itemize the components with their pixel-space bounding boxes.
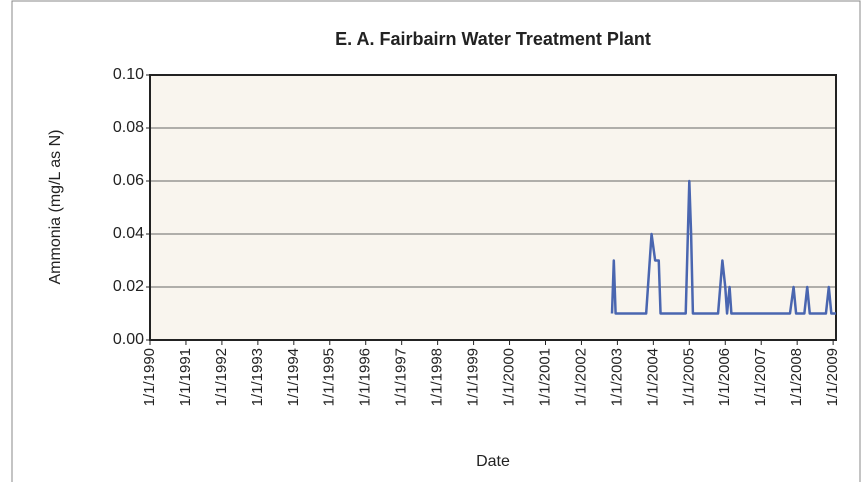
y-tick-label: 0.04 bbox=[113, 225, 144, 242]
chart-title: E. A. Fairbairn Water Treatment Plant bbox=[335, 29, 651, 49]
data-line bbox=[610, 179, 836, 315]
x-axis-label: Date bbox=[476, 453, 510, 470]
x-tick-label: 1/1/2003 bbox=[608, 348, 625, 406]
x-tick-label: 1/1/2005 bbox=[680, 348, 697, 406]
x-tick-label: 1/1/2004 bbox=[644, 348, 661, 406]
x-tick-label: 1/1/1996 bbox=[357, 348, 374, 406]
x-tick-label: 1/1/1992 bbox=[213, 348, 230, 406]
x-tick-label: 1/1/2007 bbox=[752, 348, 769, 406]
x-tick-label: 1/1/1991 bbox=[177, 348, 194, 406]
x-tick-label: 1/1/2006 bbox=[716, 348, 733, 406]
x-tick-label: 1/1/2002 bbox=[572, 348, 589, 406]
y-tick-label: 0.00 bbox=[113, 331, 144, 348]
x-tick-label: 1/1/2009 bbox=[824, 348, 841, 406]
x-tick-label: 1/1/2008 bbox=[788, 348, 805, 406]
y-tick-label: 0.10 bbox=[113, 66, 144, 83]
x-tick-label: 1/1/1999 bbox=[465, 348, 482, 406]
x-tick-label: 1/1/2001 bbox=[536, 348, 553, 406]
y-tick-label: 0.08 bbox=[113, 119, 144, 136]
x-tick-label: 1/1/2000 bbox=[501, 348, 518, 406]
x-tick-label: 1/1/1995 bbox=[321, 348, 338, 406]
y-tick-label: 0.06 bbox=[113, 172, 144, 189]
y-tick-label: 0.02 bbox=[113, 278, 144, 295]
x-tick-label: 1/1/1997 bbox=[393, 348, 410, 406]
x-tick-label: 1/1/1998 bbox=[429, 348, 446, 406]
x-tick-label: 1/1/1994 bbox=[285, 348, 302, 406]
y-axis-label: Ammonia (mg/L as N) bbox=[47, 130, 64, 285]
plot-area bbox=[150, 75, 836, 340]
plot-border bbox=[149, 74, 837, 341]
x-tick-label: 1/1/1990 bbox=[141, 348, 158, 406]
x-tick-label: 1/1/1993 bbox=[249, 348, 266, 406]
